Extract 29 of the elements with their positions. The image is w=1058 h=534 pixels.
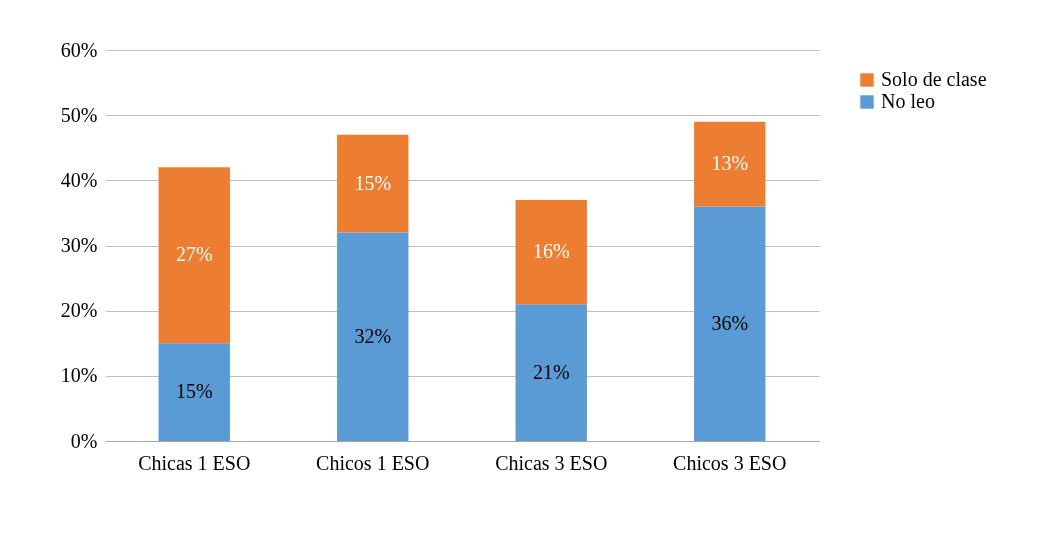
legend-label: Solo de clase bbox=[881, 68, 987, 90]
data-label: 36% bbox=[711, 311, 749, 334]
y-tick-label: 60% bbox=[60, 38, 98, 61]
bar bbox=[515, 304, 587, 441]
x-tick-label: Chicos 3 ESO bbox=[673, 451, 787, 474]
y-tick-label: 20% bbox=[60, 299, 98, 322]
bar bbox=[337, 134, 409, 233]
data-label: 15% bbox=[354, 171, 392, 194]
data-label: 13% bbox=[711, 152, 749, 175]
data-label: 32% bbox=[354, 324, 392, 347]
data-label: 16% bbox=[532, 240, 570, 263]
bar bbox=[158, 167, 230, 344]
y-tick-label: 50% bbox=[60, 103, 98, 126]
y-tick-label: 10% bbox=[60, 364, 98, 387]
y-tick-label: 40% bbox=[60, 168, 98, 191]
bar bbox=[515, 199, 587, 305]
data-label: 21% bbox=[532, 360, 570, 383]
y-tick-label: 30% bbox=[60, 234, 98, 256]
legend-label: No leo bbox=[881, 90, 935, 112]
bar bbox=[337, 232, 409, 441]
x-tick-label: Chicas 3 ESO bbox=[495, 451, 608, 474]
bar bbox=[694, 206, 766, 441]
data-label: 15% bbox=[175, 380, 213, 403]
x-tick-label: Chicos 1 ESO bbox=[316, 451, 430, 474]
y-tick-label: 0% bbox=[70, 429, 98, 452]
bar bbox=[158, 343, 230, 441]
x-tick-label: Chicas 1 ESO bbox=[138, 451, 251, 474]
data-label: 27% bbox=[175, 243, 213, 266]
bar bbox=[694, 121, 766, 207]
